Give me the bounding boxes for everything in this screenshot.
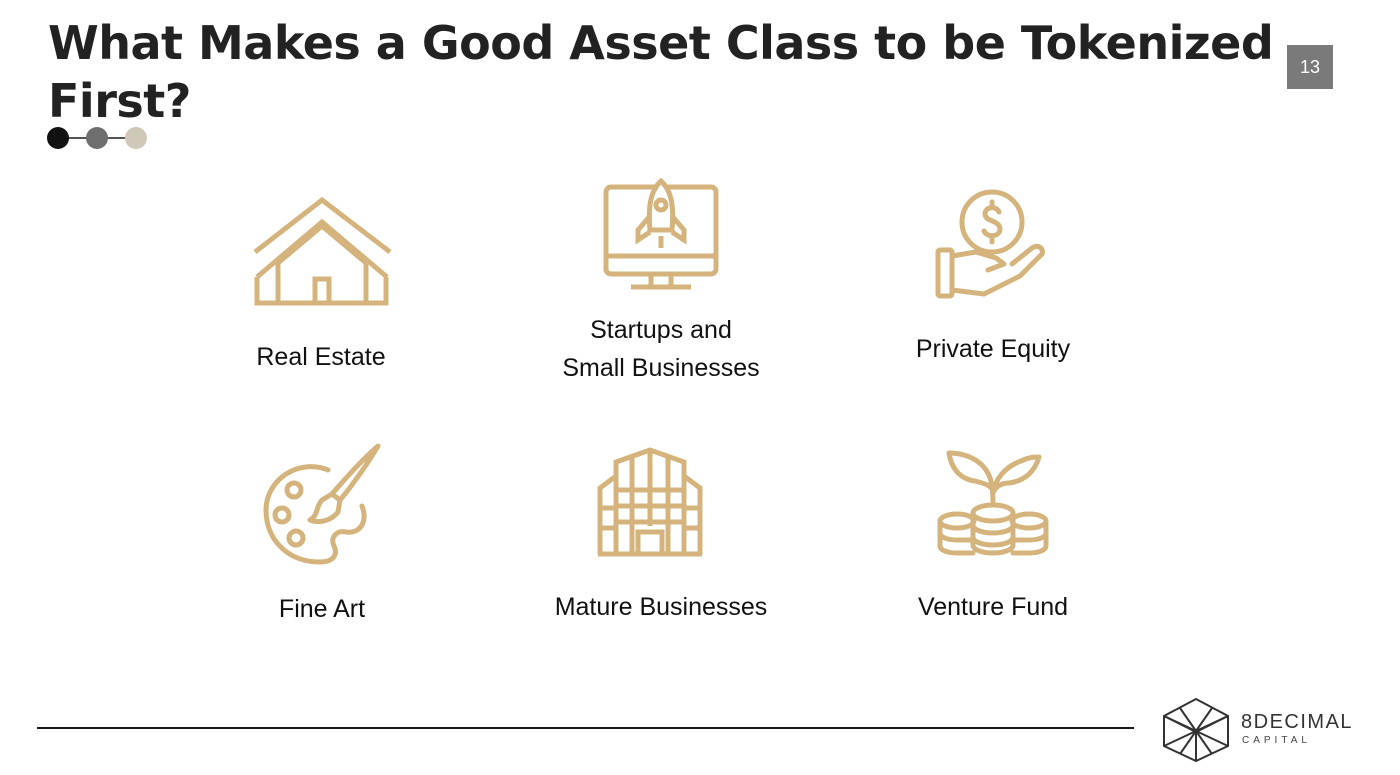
asset-label-real-estate: Real Estate: [256, 343, 386, 371]
progress-dots-icon: [47, 127, 147, 149]
asset-label-mature-businesses: Mature Businesses: [554, 593, 768, 621]
brand-subtitle: CAPITAL: [1242, 735, 1311, 746]
office-building-icon: [597, 447, 703, 557]
hand-coin-icon: [935, 189, 1045, 299]
coins-sprout-icon: [937, 450, 1049, 556]
page-number: 13: [1287, 45, 1333, 89]
asset-label-fine-art: Fine Art: [278, 595, 366, 623]
rocket-monitor-icon: [603, 178, 719, 290]
palette-icon: [263, 443, 381, 565]
asset-label-private-equity: Private Equity: [915, 335, 1071, 363]
asset-label-startups: Startups and Small Businesses: [562, 316, 760, 382]
house-icon: [253, 196, 392, 306]
slide-title: What Makes a Good Asset Class to be Toke…: [48, 16, 1274, 128]
brand-name: 8DECIMAL: [1241, 711, 1354, 733]
asset-label-venture-fund: Venture Fund: [917, 593, 1069, 621]
cube-logo-icon: [1163, 697, 1229, 763]
footer-divider: [37, 727, 1134, 729]
